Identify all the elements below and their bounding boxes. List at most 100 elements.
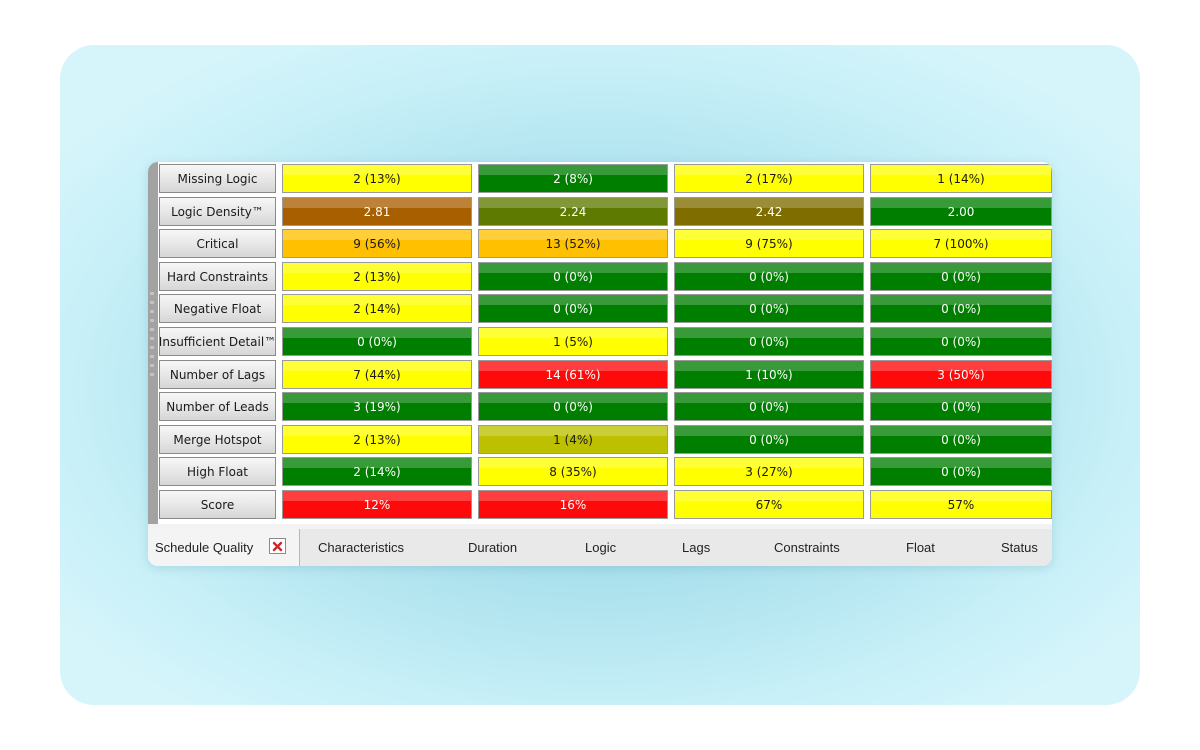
metric-cell[interactable]: 0 (0%) <box>478 294 668 323</box>
metric-cell[interactable]: 67% <box>674 490 864 519</box>
metric-cell[interactable]: 1 (4%) <box>478 425 668 454</box>
metric-cell[interactable]: 0 (0%) <box>478 262 668 291</box>
row-label-merge-hotspot[interactable]: Merge Hotspot <box>159 425 276 454</box>
metric-cell-value: 0 (0%) <box>553 399 593 414</box>
metric-cell[interactable]: 2 (13%) <box>282 262 472 291</box>
metric-cell[interactable]: 7 (44%) <box>282 360 472 389</box>
bottom-tab-bar: Schedule Quality Characteristics Duratio… <box>148 524 1052 566</box>
metric-cell[interactable]: 0 (0%) <box>674 425 864 454</box>
metric-cell-value: 1 (4%) <box>553 432 593 447</box>
metric-cell[interactable]: 0 (0%) <box>282 327 472 356</box>
side-strip-grip <box>150 292 154 382</box>
metric-cell[interactable]: 2 (14%) <box>282 294 472 323</box>
metric-cell-value: 0 (0%) <box>941 464 981 479</box>
metric-cell-value: 0 (0%) <box>749 399 789 414</box>
metric-cell[interactable]: 9 (75%) <box>674 229 864 258</box>
metric-cell-value: 2.00 <box>947 204 975 219</box>
metric-cell[interactable]: 13 (52%) <box>478 229 668 258</box>
metric-cell[interactable]: 0 (0%) <box>870 327 1052 356</box>
metric-cell[interactable]: 0 (0%) <box>870 262 1052 291</box>
metric-cell-value: 1 (14%) <box>937 171 985 186</box>
metric-cell[interactable]: 1 (5%) <box>478 327 668 356</box>
metric-cell-value: 2.81 <box>363 204 391 219</box>
row-label-score[interactable]: Score <box>159 490 276 519</box>
metric-cell[interactable]: 2.42 <box>674 197 864 226</box>
row-label-insufficient-detail[interactable]: Insufficient Detail™ <box>159 327 276 356</box>
metric-cell[interactable]: 2 (17%) <box>674 164 864 193</box>
metric-cell[interactable]: 1 (14%) <box>870 164 1052 193</box>
row-label-number-of-lags[interactable]: Number of Lags <box>159 360 276 389</box>
tab-logic[interactable]: Logic <box>585 540 617 555</box>
metric-cell-value: 0 (0%) <box>941 432 981 447</box>
side-collapse-strip[interactable] <box>148 162 158 524</box>
metric-cell[interactable]: 0 (0%) <box>478 392 668 421</box>
metric-cell-value: 2 (8%) <box>553 171 593 186</box>
metric-cell-value: 2 (13%) <box>353 171 401 186</box>
close-tab-button[interactable] <box>269 538 286 554</box>
metric-cell-value: 2 (14%) <box>353 464 401 479</box>
metric-cell[interactable]: 0 (0%) <box>674 294 864 323</box>
metric-cell[interactable]: 0 (0%) <box>870 294 1052 323</box>
metric-cell[interactable]: 14 (61%) <box>478 360 668 389</box>
metric-cell[interactable]: 2 (13%) <box>282 164 472 193</box>
quality-metrics-grid: 2 (13%) 2 (8%) 2 (17%) 1 (14%) 2.81 2.24 2.42 2… <box>280 162 1052 524</box>
metric-cell-value: 0 (0%) <box>941 399 981 414</box>
metric-cell-value: 67% <box>755 497 783 512</box>
metric-cell-value: 0 (0%) <box>749 301 789 316</box>
metric-cell[interactable]: 12% <box>282 490 472 519</box>
metric-cell[interactable]: 16% <box>478 490 668 519</box>
metric-cell[interactable]: 0 (0%) <box>674 392 864 421</box>
row-label-high-float[interactable]: High Float <box>159 457 276 486</box>
metric-cell[interactable]: 8 (35%) <box>478 457 668 486</box>
metric-cell-value: 0 (0%) <box>749 269 789 284</box>
tab-float[interactable]: Float <box>906 540 935 555</box>
metric-cell-value: 0 (0%) <box>553 301 593 316</box>
metric-cell[interactable]: 0 (0%) <box>674 262 864 291</box>
metric-cell[interactable]: 0 (0%) <box>674 327 864 356</box>
metric-cell-value: 0 (0%) <box>553 269 593 284</box>
metric-cell[interactable]: 3 (50%) <box>870 360 1052 389</box>
metric-cell[interactable]: 3 (19%) <box>282 392 472 421</box>
metric-cell[interactable]: 7 (100%) <box>870 229 1052 258</box>
metric-cell-value: 2.42 <box>755 204 783 219</box>
metric-cell[interactable]: 3 (27%) <box>674 457 864 486</box>
metric-cell[interactable]: 9 (56%) <box>282 229 472 258</box>
tab-constraints[interactable]: Constraints <box>774 540 840 555</box>
metric-cell-value: 3 (27%) <box>745 464 793 479</box>
metric-cell-value: 12% <box>363 497 391 512</box>
metric-cell-value: 14 (61%) <box>545 367 601 382</box>
metric-cell[interactable]: 0 (0%) <box>870 457 1052 486</box>
metric-cell[interactable]: 0 (0%) <box>870 392 1052 421</box>
row-label-negative-float[interactable]: Negative Float <box>159 294 276 323</box>
metric-cell[interactable]: 2.00 <box>870 197 1052 226</box>
tab-schedule-quality-label: Schedule Quality <box>155 540 254 555</box>
metric-cell[interactable]: 2 (8%) <box>478 164 668 193</box>
close-icon <box>272 541 283 551</box>
metric-cell-value: 2 (14%) <box>353 301 401 316</box>
metric-cell[interactable]: 0 (0%) <box>870 425 1052 454</box>
metric-cell-value: 0 (0%) <box>749 334 789 349</box>
row-label-hard-constraints[interactable]: Hard Constraints <box>159 262 276 291</box>
metric-cell[interactable]: 2 (14%) <box>282 457 472 486</box>
metric-cell-value: 9 (75%) <box>745 236 793 251</box>
tab-characteristics[interactable]: Characteristics <box>318 540 404 555</box>
metric-cell-value: 57% <box>947 497 975 512</box>
row-label-number-of-leads[interactable]: Number of Leads <box>159 392 276 421</box>
metric-cell[interactable]: 57% <box>870 490 1052 519</box>
metric-cell[interactable]: 2 (13%) <box>282 425 472 454</box>
metric-cell-value: 7 (44%) <box>353 367 401 382</box>
metric-cell[interactable]: 2.81 <box>282 197 472 226</box>
metric-cell-value: 0 (0%) <box>941 269 981 284</box>
metric-cell-value: 0 (0%) <box>941 301 981 316</box>
tab-lags[interactable]: Lags <box>682 540 711 555</box>
metric-cell-value: 2 (17%) <box>745 171 793 186</box>
tab-schedule-quality[interactable]: Schedule Quality <box>148 529 300 566</box>
tab-status[interactable]: Status <box>1001 540 1038 555</box>
tab-duration[interactable]: Duration <box>468 540 518 555</box>
row-label-missing-logic[interactable]: Missing Logic <box>159 164 276 193</box>
metric-cell-value: 16% <box>559 497 587 512</box>
row-label-logic-density[interactable]: Logic Density™ <box>159 197 276 226</box>
metric-cell[interactable]: 2.24 <box>478 197 668 226</box>
metric-cell[interactable]: 1 (10%) <box>674 360 864 389</box>
row-label-critical[interactable]: Critical <box>159 229 276 258</box>
